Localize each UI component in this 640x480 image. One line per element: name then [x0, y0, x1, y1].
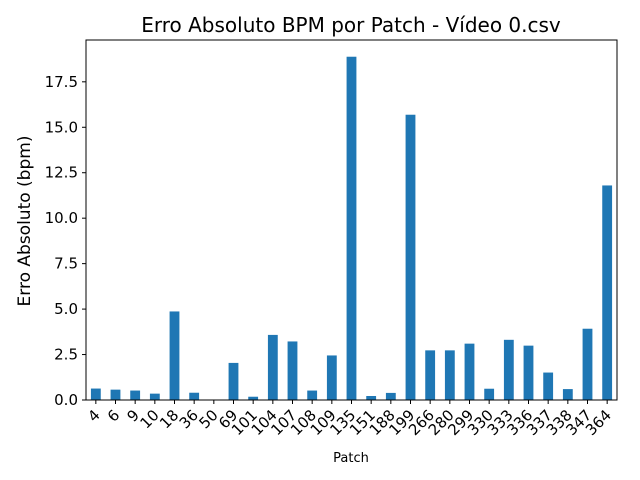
bar-patch-108 [307, 390, 318, 400]
y-tick-label: 2.5 [54, 346, 78, 364]
bar-patch-104 [267, 334, 278, 400]
bar-patch-338 [562, 389, 573, 400]
y-tick-label: 15.0 [45, 118, 78, 136]
bar-patch-18 [169, 311, 180, 400]
bar-patch-101 [248, 396, 259, 400]
y-tick-label: 17.5 [45, 73, 78, 91]
bar-patch-333 [503, 339, 514, 400]
bar-patch-135 [346, 56, 357, 400]
y-tick-label: 5.0 [54, 300, 78, 318]
y-tick-label: 7.5 [54, 255, 78, 273]
bar-patch-347 [582, 328, 593, 400]
x-tick-label: 6 [104, 406, 123, 425]
bar-patch-337 [543, 372, 554, 400]
bar-patch-69 [228, 362, 239, 400]
y-tick-label: 0.0 [54, 391, 78, 409]
y-tick-label: 10.0 [45, 209, 78, 227]
bar-patch-109 [326, 355, 337, 400]
chart-title: Erro Absoluto BPM por Patch - Vídeo 0.cs… [141, 13, 561, 37]
bar-patch-36 [189, 392, 200, 400]
bar-patch-330 [484, 388, 495, 400]
bar-patch-10 [149, 393, 160, 400]
bar-patch-6 [110, 389, 121, 400]
bar-patch-266 [425, 350, 436, 400]
bar-patch-151 [366, 396, 377, 400]
bar-patch-364 [602, 185, 613, 400]
x-axis-label: Patch [333, 451, 369, 466]
bar-patch-336 [523, 345, 534, 400]
bar-patch-188 [385, 392, 396, 400]
plot-area: 0.02.55.07.510.012.515.017.54 6 9101836506… [45, 39, 618, 439]
bar-patch-299 [464, 343, 475, 400]
bar-patch-199 [405, 114, 416, 400]
bar-patch-107 [287, 341, 298, 400]
y-tick-label: 12.5 [45, 164, 78, 182]
bar-patch-280 [444, 350, 455, 400]
x-tick-label: 4 [84, 406, 103, 425]
bar-patch-9 [130, 390, 141, 400]
y-axis-label: Erro Absoluto (bpm) [15, 136, 35, 307]
bar-patch-4 [90, 388, 101, 400]
